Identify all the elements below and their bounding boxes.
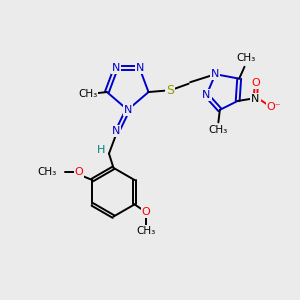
- Text: O: O: [75, 167, 83, 177]
- Text: CH₃: CH₃: [209, 125, 228, 135]
- Text: N: N: [251, 94, 260, 103]
- Text: S: S: [166, 84, 174, 97]
- Text: N: N: [202, 90, 211, 100]
- Text: O⁻: O⁻: [267, 102, 281, 112]
- Text: CH₃: CH₃: [78, 88, 97, 98]
- Text: N: N: [135, 63, 144, 73]
- Text: CH₃: CH₃: [236, 53, 256, 64]
- Text: N: N: [124, 105, 132, 115]
- Text: CH₃: CH₃: [136, 226, 155, 236]
- Text: N: N: [211, 69, 220, 79]
- Text: O: O: [142, 207, 150, 217]
- Text: H: H: [97, 145, 105, 155]
- Text: N: N: [112, 63, 120, 73]
- Text: N: N: [112, 126, 120, 136]
- Text: O: O: [252, 78, 260, 88]
- Text: CH₃: CH₃: [38, 167, 57, 177]
